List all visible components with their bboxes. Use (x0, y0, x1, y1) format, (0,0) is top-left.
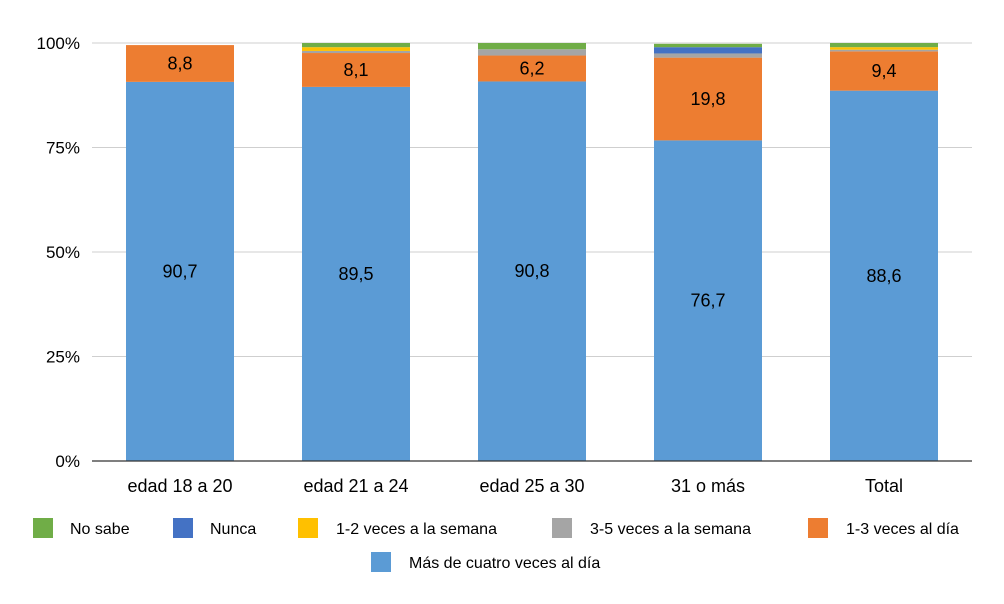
legend-swatch (552, 518, 572, 538)
y-tick-label: 25% (46, 348, 80, 367)
bar-segment (830, 47, 938, 50)
legend-label: 3-5 veces a la semana (590, 521, 751, 538)
legend-label: No sabe (70, 521, 130, 538)
bar-segment (302, 43, 410, 48)
bar-segment (126, 45, 234, 82)
legend-swatch (298, 518, 318, 538)
data-label: 19,8 (690, 89, 725, 109)
y-tick-label: 50% (46, 243, 80, 262)
legend-label: 1-3 veces al día (846, 521, 959, 538)
bar-segment (478, 55, 586, 82)
x-tick-label: edad 18 a 20 (127, 476, 232, 496)
legend-label: Más de cuatro veces al día (409, 555, 600, 572)
bar-segment (830, 51, 938, 91)
x-tick-label: edad 25 a 30 (479, 476, 584, 496)
x-tick-label: edad 21 a 24 (303, 476, 408, 496)
legend-label: 1-2 veces a la semana (336, 521, 497, 538)
bar-segment (478, 43, 586, 50)
data-label: 90,8 (514, 261, 549, 281)
x-tick-label: Total (865, 476, 903, 496)
bar-segment (654, 57, 762, 141)
bar-segment (302, 86, 410, 461)
data-label: 9,4 (871, 61, 896, 81)
bar-segment (478, 81, 586, 462)
y-tick-label: 75% (46, 139, 80, 158)
bar-segment (302, 53, 410, 87)
legend-swatch (808, 518, 828, 538)
bar-segment (654, 140, 762, 462)
bars: 90,7 8,8 89,5 8,1 90,8 6,2 76,7 19,8 88,6 9,4 (126, 43, 938, 462)
bar-segment (302, 50, 410, 54)
x-tick-label: 31 o más (671, 476, 745, 496)
bar-segment (126, 81, 234, 462)
data-label: 90,7 (162, 261, 197, 281)
bar-segment (302, 47, 410, 51)
y-tick-label: 0% (55, 452, 80, 471)
data-label: 76,7 (690, 291, 725, 311)
bar-segment (830, 90, 938, 461)
y-tick-label: 100% (37, 34, 80, 53)
legend: No sabe Nunca 1-2 veces a la semana 3-5 vec… (33, 518, 959, 572)
bar-segment (654, 43, 762, 48)
bar-segment (830, 43, 938, 48)
data-label: 6,2 (519, 58, 544, 78)
bar-segment (654, 47, 762, 54)
data-label: 8,1 (343, 60, 368, 80)
legend-swatch (173, 518, 193, 538)
legend-swatch (33, 518, 53, 538)
legend-swatch (371, 552, 391, 572)
axes: 0% 25% 50% 75% 100% edad 18 a 20 edad 21 a 24 e… (37, 34, 972, 496)
bar-segment (830, 49, 938, 52)
legend-label: Nunca (210, 521, 256, 538)
bar-segment (478, 49, 586, 56)
data-label: 89,5 (338, 264, 373, 284)
bar-segment (654, 53, 762, 58)
data-label: 88,6 (866, 266, 901, 286)
data-label: 8,8 (167, 53, 192, 73)
